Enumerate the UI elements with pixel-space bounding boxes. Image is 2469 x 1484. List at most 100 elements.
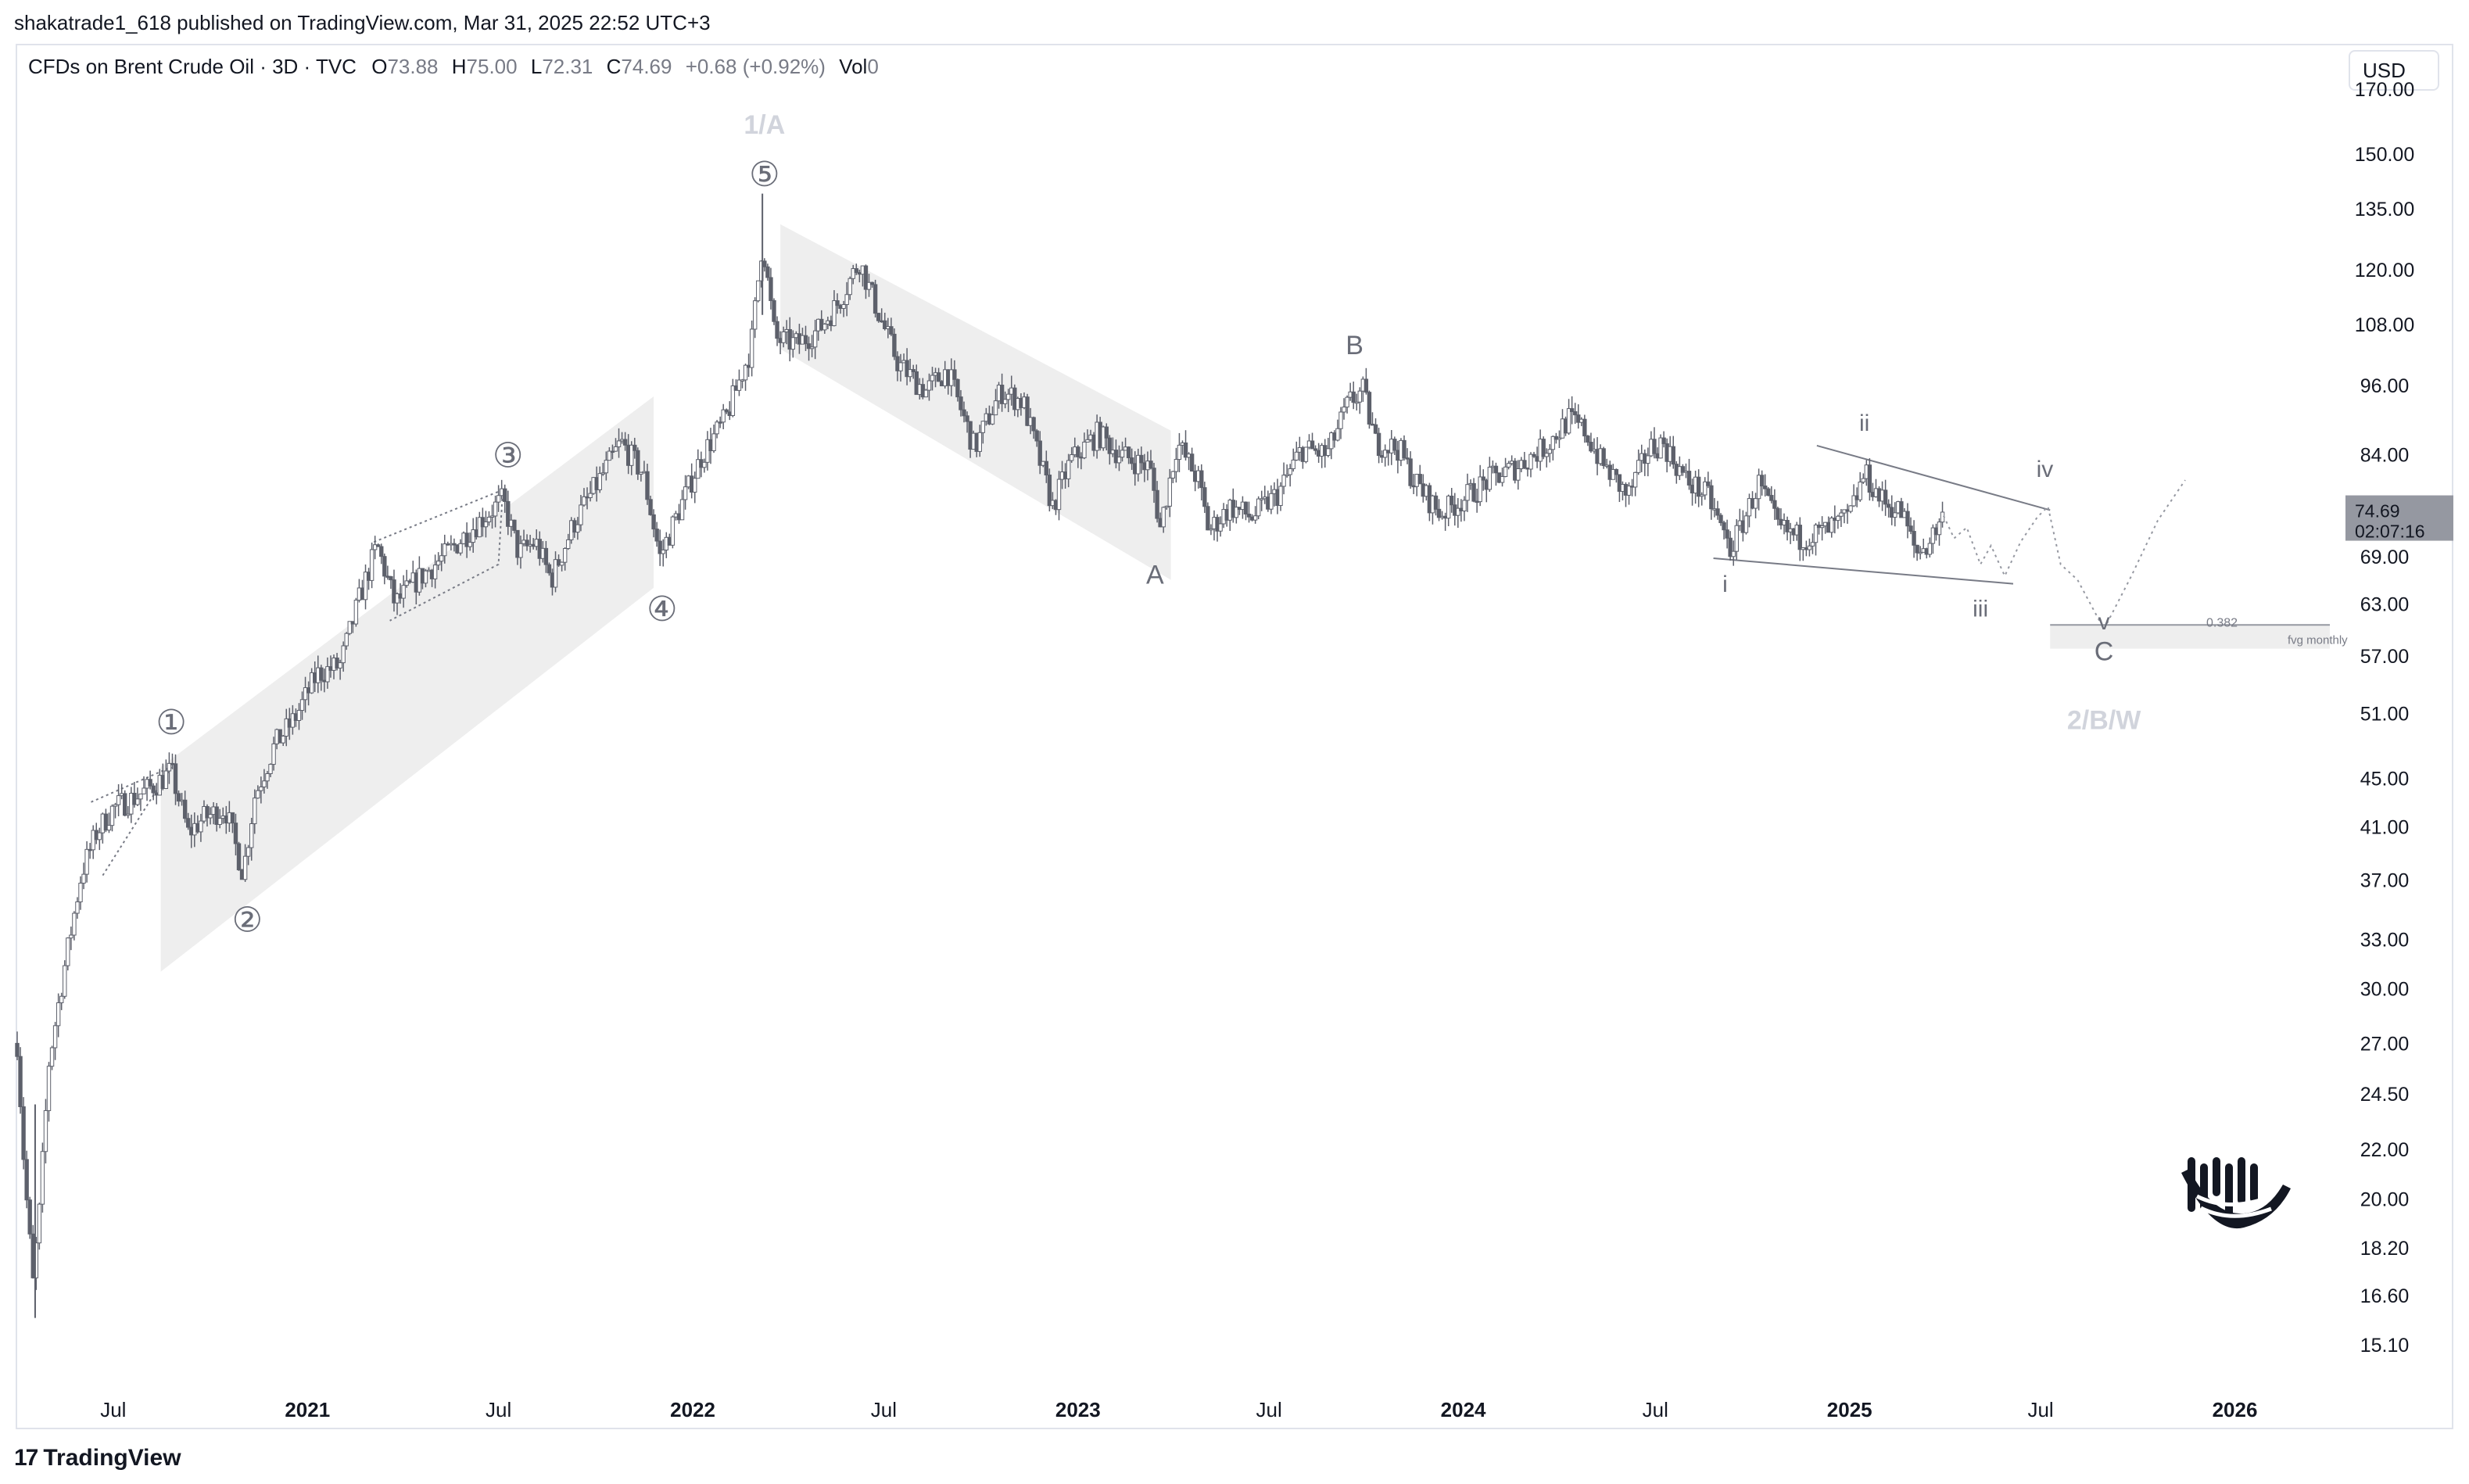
candle-body: [1335, 428, 1340, 441]
candle-body: [1851, 495, 1856, 507]
candle-body: [1700, 494, 1704, 497]
candle-body: [769, 277, 773, 301]
candle-body: [959, 396, 963, 410]
candle-body: [629, 444, 634, 466]
tradingview-footer: 17 TradingView: [14, 1445, 181, 1471]
candle-body: [24, 1159, 29, 1201]
candle-body: [43, 1109, 48, 1152]
candle-body: [1614, 468, 1619, 475]
candle-body: [636, 450, 640, 475]
candle-body: [1104, 426, 1109, 439]
candle-body: [109, 805, 115, 826]
candle-body: [1345, 396, 1349, 408]
candle-body: [262, 780, 267, 787]
candle-body: [106, 825, 112, 831]
candle-body: [63, 965, 67, 997]
candle-body: [208, 814, 213, 819]
wave-label-iv: iv: [2037, 457, 2054, 482]
candle-body: [1471, 482, 1476, 502]
candle-body: [582, 496, 586, 506]
candle-body: [926, 380, 932, 391]
candle-body: [439, 555, 444, 562]
candle-body: [1481, 476, 1485, 481]
candle-body: [1310, 440, 1315, 450]
candle-body: [1351, 391, 1356, 403]
candle-body: [126, 813, 131, 816]
candle-body: [1506, 463, 1511, 468]
chart-pane[interactable]: [16, 44, 2453, 1429]
candle-body: [1218, 523, 1223, 532]
candle-body: [613, 446, 618, 452]
candle-body: [1446, 495, 1451, 519]
logo-finger: [2225, 1163, 2233, 1218]
candle-body: [962, 409, 966, 417]
price-axis-tick: 37.00: [2360, 869, 2410, 891]
candle-body: [1503, 466, 1508, 477]
candle-body: [715, 421, 719, 435]
candle-body: [772, 299, 776, 322]
time-axis-tick: Jul: [871, 1398, 897, 1421]
candle-body: [49, 1047, 55, 1067]
candle-body: [148, 779, 152, 787]
candle-body: [1937, 522, 1942, 536]
candle-body: [296, 710, 302, 721]
candle-body: [163, 770, 169, 790]
candle-body: [597, 473, 602, 490]
high-label: H: [451, 55, 467, 78]
candle-body: [468, 542, 472, 547]
candle-body: [977, 432, 982, 452]
candle-body: [1034, 430, 1039, 442]
candle-body: [214, 806, 219, 825]
candle-body: [1772, 500, 1777, 509]
candle-body: [1450, 495, 1454, 506]
logo-finger: [2250, 1163, 2258, 1203]
candle-body: [1861, 478, 1865, 483]
time-axis-tick: Jul: [2027, 1398, 2053, 1421]
currency-selector[interactable]: USD: [2349, 50, 2439, 91]
candle-body: [639, 471, 643, 475]
candle-body: [423, 570, 428, 584]
candle-body: [303, 687, 308, 701]
candle-body: [1532, 453, 1536, 457]
time-axis-tick: 2024: [1441, 1398, 1486, 1421]
candle-body: [1031, 417, 1036, 432]
price-axis-tick: 84.00: [2360, 445, 2410, 467]
symbol-name[interactable]: CFDs on Brent Crude Oil · 3D · TVC: [28, 55, 357, 78]
candle-body: [1763, 486, 1768, 489]
candle-body: [15, 1042, 20, 1057]
high-value: 75.00: [466, 55, 518, 78]
candle-body: [1915, 544, 1919, 554]
candle-body: [1658, 437, 1663, 459]
candle-body: [847, 278, 852, 296]
price-axis-tick: 63.00: [2360, 593, 2410, 615]
candle-body: [233, 823, 238, 844]
candle-body: [1170, 471, 1176, 479]
candle-body: [1364, 378, 1369, 393]
candle-body: [1696, 476, 1701, 497]
candle-body: [253, 798, 257, 825]
candle-body: [1743, 515, 1749, 533]
candle-body: [167, 762, 172, 772]
wave-label-A: A: [1146, 561, 1164, 590]
price-axis-tick: 15.10: [2360, 1335, 2410, 1357]
candle-body: [809, 346, 815, 349]
candle-body: [1006, 393, 1011, 400]
fvg-zone-label: fvg monthly: [2288, 633, 2348, 647]
candle-body: [1703, 481, 1708, 496]
candle-body: [756, 280, 761, 302]
candle-body: [1478, 476, 1482, 503]
shaka-hand-logo-icon: [2181, 1157, 2291, 1229]
candle-body: [1116, 457, 1122, 464]
candle-body: [579, 504, 583, 525]
wave-1-triangle: [91, 765, 174, 878]
candle-body: [980, 421, 986, 433]
price-axis-tick: 51.00: [2360, 704, 2410, 726]
candle-body: [1025, 396, 1030, 426]
candle-body: [1734, 525, 1739, 552]
candle-body: [702, 461, 707, 468]
candle-body: [1566, 408, 1571, 434]
candle-body: [1661, 437, 1666, 444]
candle-body: [1462, 500, 1467, 511]
price-axis-tick: 33.00: [2360, 929, 2410, 951]
